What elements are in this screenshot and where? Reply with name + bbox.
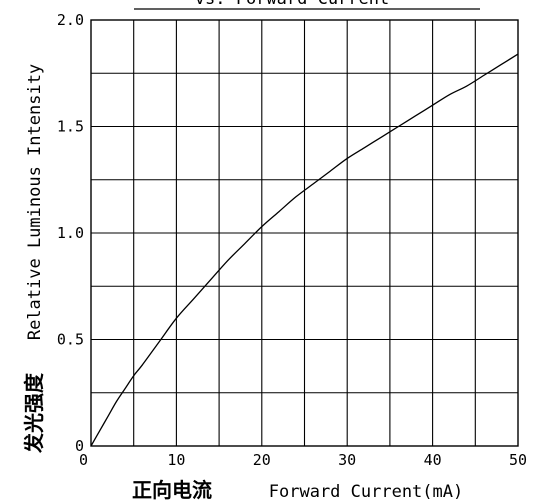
x-tick-label-2: 20 — [253, 451, 271, 469]
y-axis-title-en: Relative Luminous Intensity — [25, 64, 45, 340]
y-tick-label-4: 2.0 — [57, 11, 84, 29]
x-tick-label-4: 40 — [424, 451, 442, 469]
y-tick-labels: 0 0.5 1.0 1.5 2.0 — [57, 11, 84, 455]
x-tick-label-0: 0 — [79, 451, 88, 469]
x-tick-label-1: 10 — [167, 451, 185, 469]
x-axis-title-en: Forward Current(mA) — [269, 482, 463, 501]
grid — [91, 20, 518, 446]
curve-layer — [90, 53, 519, 447]
y-tick-label-1: 0.5 — [57, 331, 84, 349]
y-axis-title-cn: 发光强度 — [22, 372, 46, 454]
x-tick-label-5: 50 — [509, 451, 527, 469]
x-axis-title-cn: 正向电流 — [132, 478, 212, 501]
y-tick-label-0: 0 — [75, 437, 84, 455]
chart-title-fragment: vs. Forward Current — [195, 0, 389, 9]
plot-frame — [90, 19, 519, 447]
x-tick-label-3: 30 — [338, 451, 356, 469]
intensity-curve — [90, 53, 519, 447]
x-tick-labels: 0 10 20 30 40 50 — [79, 451, 527, 469]
y-tick-label-3: 1.5 — [57, 118, 84, 136]
y-tick-label-2: 1.0 — [57, 224, 84, 242]
